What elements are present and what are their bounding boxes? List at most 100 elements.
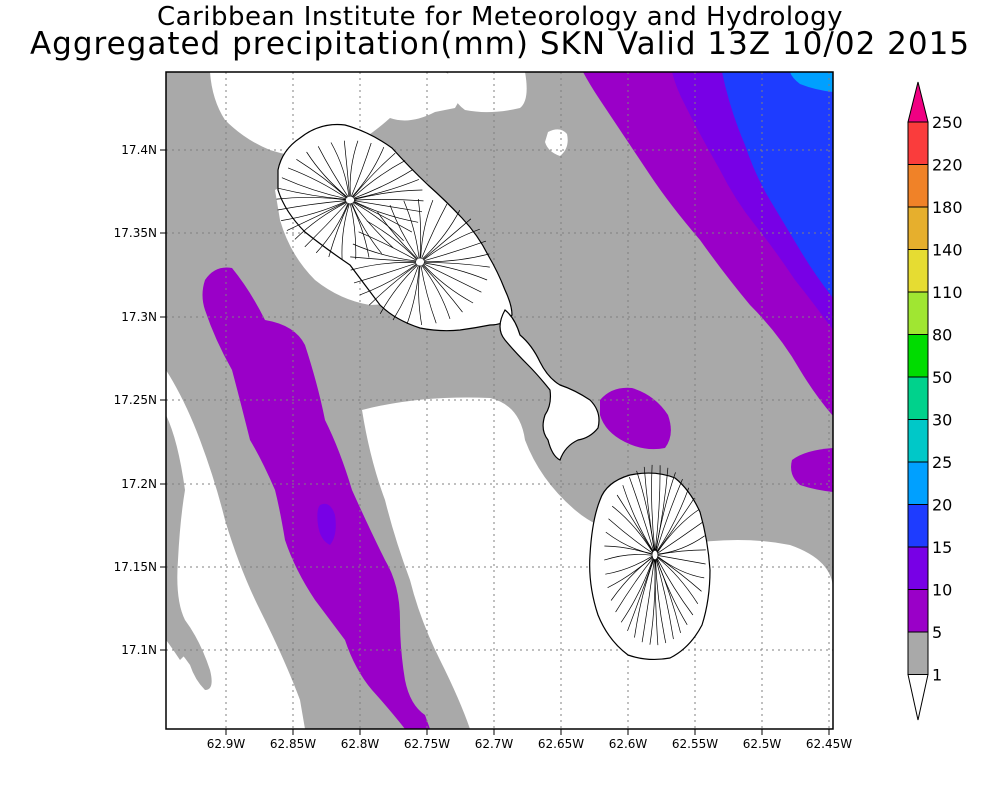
colorbar-label: 30: [932, 411, 952, 430]
river-line: [276, 197, 346, 201]
river-line: [651, 464, 656, 551]
river-line: [294, 201, 348, 240]
river-line: [349, 140, 359, 197]
river-line: [350, 262, 417, 271]
river-line: [351, 202, 383, 254]
river-line: [622, 485, 654, 552]
longitude-axis: 62.9W 62.85W 62.8W 62.75W 62.7W 62.65W 62.6W 62…: [207, 729, 852, 751]
colorbar-segment: [907, 461, 929, 505]
colorbar-segment: [907, 504, 929, 548]
colorbar-label: 250: [932, 113, 963, 132]
colorbar-segment: [907, 546, 929, 590]
river-line: [351, 146, 385, 198]
river-line: [605, 555, 653, 575]
river-line: [352, 201, 404, 241]
river-network: [276, 140, 706, 646]
lat-tick-label: 17.35N: [114, 226, 157, 240]
river-line: [654, 465, 661, 551]
river-line: [423, 228, 480, 261]
river-line: [616, 494, 654, 553]
precip-band-5-10-right: [791, 448, 833, 492]
islands-layer: [276, 123, 711, 661]
river-line: [422, 218, 472, 260]
river-line: [620, 558, 654, 623]
river-line: [317, 146, 349, 198]
colorbar-segment: [907, 631, 929, 675]
precipitation-field: [166, 72, 833, 729]
river-line: [352, 243, 417, 262]
river-line: [611, 505, 654, 553]
lon-tick-label: 62.8W: [341, 737, 380, 751]
river-line: [657, 555, 705, 579]
river-line: [656, 557, 699, 604]
river-line: [423, 253, 490, 262]
river-line: [389, 204, 419, 259]
river-line: [349, 203, 357, 260]
colorbar-segment: [907, 419, 929, 463]
river-line: [423, 240, 487, 262]
river-line: [657, 535, 705, 555]
river-line: [353, 201, 413, 233]
colorbar-label: 110: [932, 283, 963, 302]
colorbar-bottom-arrow: [907, 674, 929, 721]
river-line: [643, 466, 655, 551]
lon-tick-label: 62.5W: [743, 737, 782, 751]
river-line: [296, 159, 348, 198]
colorbar-segment: [907, 589, 929, 633]
river-line: [629, 476, 655, 552]
river-line: [352, 202, 394, 249]
river-line: [655, 478, 683, 552]
colorbar-label: 50: [932, 368, 952, 387]
river-line: [420, 199, 434, 259]
river-line: [607, 556, 653, 589]
river-line: [353, 169, 414, 199]
latitude-axis: 17.4N 17.35N 17.3N 17.25N 17.2N 17.15N 17.1N: [114, 143, 166, 657]
river-line: [353, 179, 420, 200]
colorbar-segment: [907, 291, 929, 335]
river-line: [353, 262, 417, 284]
river-line: [377, 211, 418, 260]
river-line: [281, 177, 347, 200]
river-line: [627, 558, 655, 632]
colorbar-top-arrow: [907, 81, 929, 123]
colorbar-label: 15: [932, 538, 952, 557]
river-line: [417, 198, 422, 259]
river-line: [656, 497, 695, 553]
river-line: [368, 264, 418, 306]
river-line: [605, 531, 653, 555]
map-title-line1: Caribbean Institute for Meteorology and …: [157, 2, 843, 32]
river-line: [656, 509, 700, 553]
river-line: [608, 518, 653, 554]
colorbar-label: 25: [932, 453, 952, 472]
river-line: [354, 189, 423, 200]
river-line: [422, 264, 463, 313]
lat-tick-label: 17.4N: [121, 143, 157, 157]
river-line: [277, 187, 346, 200]
river-line: [418, 265, 423, 326]
river-line: [354, 200, 423, 213]
river-line: [354, 199, 424, 202]
river-line: [649, 559, 656, 645]
river-line: [350, 256, 417, 263]
lon-tick-label: 62.75W: [404, 737, 450, 751]
river-line: [656, 557, 694, 616]
river-line: [358, 231, 417, 261]
river-line: [392, 265, 419, 321]
river-line: [315, 202, 349, 254]
river-line: [641, 559, 655, 643]
river-line: [350, 142, 372, 197]
river-line: [655, 558, 681, 633]
colorbar-label: 220: [932, 156, 963, 175]
river-line: [655, 559, 674, 640]
lon-tick-label: 62.9W: [207, 737, 246, 751]
colorbar-label: 180: [932, 198, 963, 217]
river-line: [379, 264, 418, 314]
river-line: [366, 220, 418, 260]
river-line: [403, 200, 420, 259]
river-line: [420, 265, 437, 324]
colorbar-segment: [907, 164, 929, 208]
colorbar-label: 10: [932, 581, 952, 600]
graticule: [166, 72, 833, 729]
lat-tick-label: 17.2N: [121, 477, 157, 491]
precip-band-10-15-spot-west: [317, 503, 336, 545]
